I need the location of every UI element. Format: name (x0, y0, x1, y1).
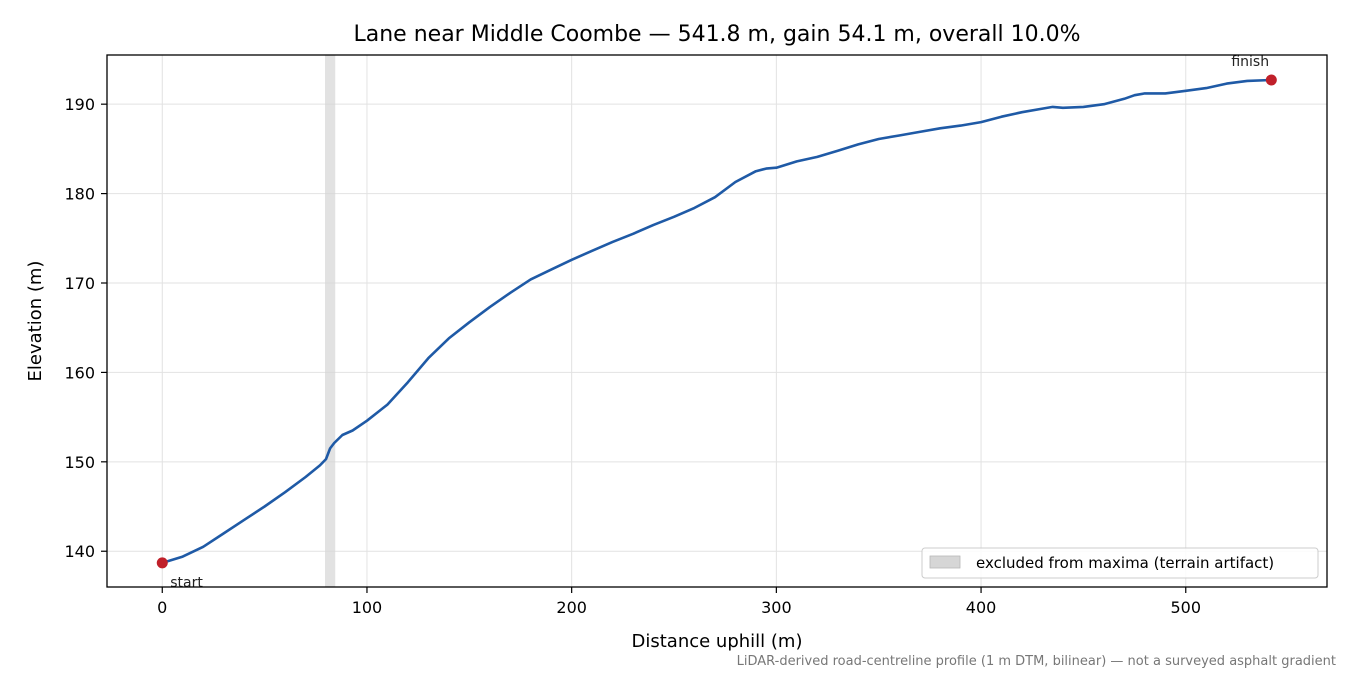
legend: excluded from maxima (terrain artifact) (921, 547, 1319, 579)
excluded-band (325, 55, 336, 587)
y-tick-label: 160 (64, 363, 95, 382)
y-axis-ticks: 140 150 160 170 180 190 (64, 95, 107, 561)
finish-marker (1265, 74, 1277, 86)
x-tick-label: 200 (556, 598, 587, 617)
y-tick-label: 170 (64, 274, 95, 293)
y-tick-label: 150 (64, 453, 95, 472)
legend-label-excluded: excluded from maxima (terrain artifact) (976, 554, 1274, 572)
x-tick-label: 100 (352, 598, 383, 617)
x-axis-ticks: 0 100 200 300 400 500 (157, 587, 1201, 617)
excluded-band-layer (325, 55, 336, 587)
y-axis-label: Elevation (m) (25, 261, 46, 382)
y-tick-label: 140 (64, 542, 95, 561)
grid (107, 55, 1327, 587)
x-tick-label: 0 (157, 598, 167, 617)
series-layer (161, 78, 1273, 565)
plot-frame (106, 54, 1328, 588)
y-tick-label: 180 (64, 185, 95, 204)
start-marker (156, 557, 168, 569)
elevation-line (161, 78, 1273, 565)
marker-layer: start finish (156, 54, 1277, 591)
x-tick-label: 500 (1170, 598, 1201, 617)
footnote: LiDAR-derived road-centreline profile (1… (737, 654, 1336, 669)
finish-label: finish (1231, 54, 1269, 70)
start-label: start (170, 575, 203, 591)
x-axis-label: Distance uphill (m) (632, 631, 803, 652)
x-tick-label: 400 (966, 598, 997, 617)
legend-swatch-excluded (929, 555, 961, 569)
chart-title: Lane near Middle Coombe — 541.8 m, gain … (354, 22, 1081, 47)
y-tick-label: 190 (64, 95, 95, 114)
legend-box (921, 547, 1319, 579)
x-tick-label: 300 (761, 598, 792, 617)
